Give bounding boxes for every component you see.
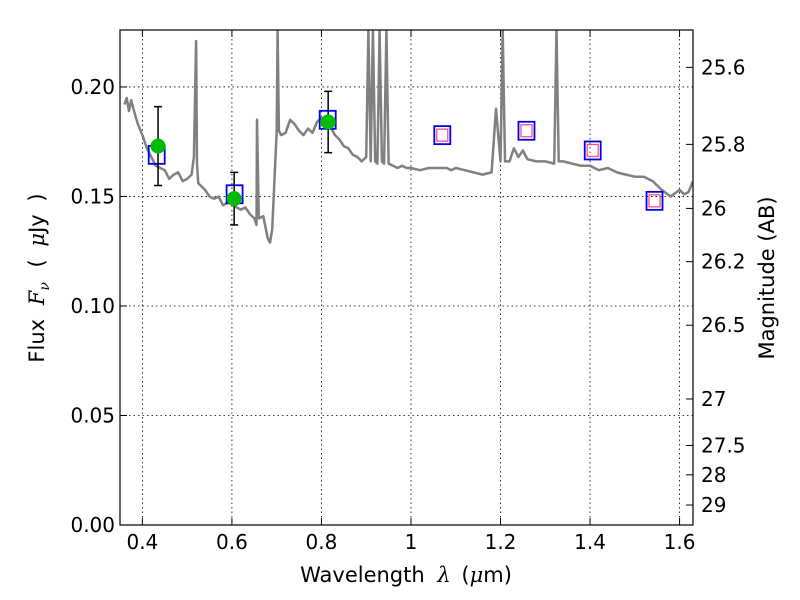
- plot-area: [119, 29, 694, 526]
- x-tick-label: 0.8: [306, 530, 338, 554]
- plot-frame: [119, 29, 694, 526]
- y-tick-label: 0.15: [70, 184, 115, 208]
- model-inner-marker: [520, 124, 533, 138]
- x-axis-label: Wavelength λ (μm): [300, 563, 512, 587]
- series-layer: [123, 30, 693, 244]
- y2-tick-label: 25.8: [701, 132, 746, 156]
- model-band-marker: [583, 140, 602, 161]
- measured-point: [320, 114, 336, 130]
- y2-tick-label: 29: [701, 493, 726, 517]
- x-axis: 0.4 0.6 0.8 1 1.2 1.4 1.6: [126, 30, 695, 554]
- spectrum-line: [123, 30, 693, 244]
- grid-lines: [120, 30, 693, 525]
- model-inner-marker: [436, 128, 449, 142]
- x-tick-label: 1: [405, 530, 418, 554]
- model-band-marker: [645, 190, 664, 211]
- x-tick-label: 1.2: [485, 530, 517, 554]
- x-tick-label: 0.6: [216, 530, 248, 554]
- y2-axis-label: Magnitude (AB): [755, 196, 779, 359]
- y-axis-label: Flux Fν ( μJy ): [25, 193, 54, 362]
- measured-point: [150, 138, 166, 154]
- y2-axis: 25.6 25.8 26 26.2 26.5 27 27.5 28 29: [686, 55, 746, 517]
- y2-tick-label: 26: [701, 196, 726, 220]
- model-inner-marker: [648, 194, 661, 208]
- y2-tick-label: 27: [701, 387, 726, 411]
- measured-point: [226, 191, 242, 207]
- x-tick-label: 1.4: [574, 530, 606, 554]
- x-tick-label: 1.6: [664, 530, 696, 554]
- x-tick-label: 0.4: [126, 530, 158, 554]
- y-tick-label: 0.10: [70, 294, 115, 318]
- model-inner-marker: [586, 143, 599, 158]
- y2-tick-label: 27.5: [701, 433, 746, 457]
- model-band-marker: [433, 125, 452, 146]
- y2-tick-label: 28: [701, 463, 726, 487]
- y-tick-label: 0.20: [70, 75, 115, 99]
- y-tick-label: 0.00: [70, 513, 115, 537]
- y-tick-label: 0.05: [70, 403, 115, 427]
- y2-tick-label: 26.2: [701, 250, 746, 274]
- y2-tick-label: 26.5: [701, 313, 746, 337]
- y2-tick-label: 25.6: [701, 55, 746, 79]
- model-band-marker: [517, 120, 536, 141]
- y-axis: 0.00 0.05 0.10 0.15 0.20: [70, 75, 127, 537]
